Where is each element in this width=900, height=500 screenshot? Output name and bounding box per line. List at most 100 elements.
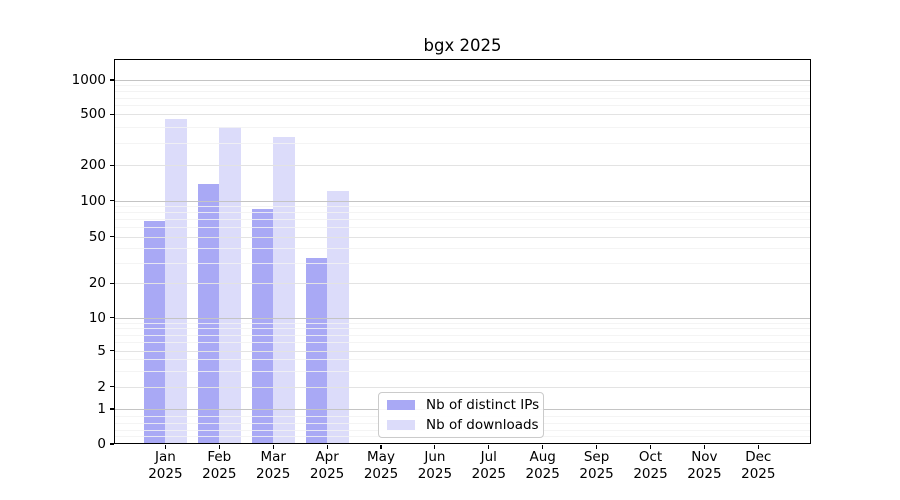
minor-gridline: [114, 85, 811, 87]
year-label: 2025: [525, 466, 560, 482]
y-tick-label-1000: 1000: [71, 72, 106, 88]
month-label: Aug: [529, 449, 556, 465]
y-tick-label-500: 500: [80, 106, 106, 123]
x-tick-label-mar: Mar 2025: [241, 449, 305, 483]
bar-distinct-ips-mar: [251, 208, 274, 444]
legend-swatch-downloads: [387, 419, 415, 431]
minor-gridline: [114, 219, 811, 221]
year-label: 2025: [579, 466, 614, 482]
chart-title: bgx 2025: [423, 36, 502, 55]
x-tick-dec: [757, 445, 759, 449]
legend-label-distinct-ips: Nb of distinct IPs: [426, 397, 540, 413]
x-tick-label-aug: Aug 2025: [511, 449, 575, 483]
x-tick-label-oct: Oct 2025: [619, 449, 683, 483]
x-tick-jun: [434, 445, 436, 449]
bar-downloads-apr: [327, 191, 349, 444]
month-label: Apr: [315, 449, 339, 465]
minor-gridline: [114, 342, 811, 344]
gridline-2: [114, 386, 811, 388]
gridline-1000: [114, 80, 811, 81]
minor-gridline: [114, 206, 811, 207]
y-tick-label-5: 5: [97, 342, 106, 359]
minor-gridline: [114, 105, 811, 107]
y-tick-label-2: 2: [97, 378, 106, 395]
y-tick-label-20: 20: [88, 275, 106, 292]
x-tick-aug: [542, 445, 544, 449]
x-tick-label-jun: Jun 2025: [403, 449, 467, 483]
month-label: Jul: [480, 449, 497, 465]
year-label: 2025: [148, 466, 183, 482]
minor-gridline: [114, 328, 811, 330]
year-label: 2025: [202, 466, 237, 482]
y-tick-100: [110, 199, 114, 202]
y-tick-0: [110, 443, 114, 445]
year-label: 2025: [417, 466, 453, 482]
minor-gridline: [114, 126, 811, 128]
x-tick-label-jan: Jan 2025: [133, 449, 197, 483]
x-tick-label-feb: Feb 2025: [187, 449, 251, 483]
legend-item-downloads: Nb of downloads: [387, 417, 539, 433]
minor-gridline: [114, 227, 811, 229]
minor-gridline: [114, 359, 811, 361]
bar-distinct-ips-jan: [143, 221, 166, 444]
y-tick-label-100: 100: [80, 192, 106, 209]
month-label: Sep: [583, 449, 610, 465]
bar-distinct-ips-feb: [197, 184, 220, 444]
minor-gridline: [114, 370, 811, 372]
gridline-10: [114, 317, 811, 319]
x-tick-nov: [703, 445, 705, 449]
month-label: Mar: [260, 449, 286, 465]
minor-gridline: [114, 248, 811, 250]
month-label: Nov: [691, 449, 718, 465]
y-tick-10: [110, 317, 114, 319]
y-tick-label-200: 200: [80, 157, 106, 174]
y-tick-500: [110, 113, 114, 115]
year-label: 2025: [363, 466, 399, 482]
legend-swatch-distinct-ips: [387, 399, 415, 411]
minor-gridline: [114, 212, 811, 214]
y-tick-label-50: 50: [88, 228, 106, 245]
minor-gridline: [114, 91, 811, 93]
month-label: May: [367, 449, 395, 465]
y-tick-label-10: 10: [88, 309, 106, 326]
bar-downloads-mar: [273, 137, 295, 444]
legend: Nb of distinct IPs Nb of downloads: [378, 392, 544, 438]
x-tick-label-nov: Nov 2025: [672, 449, 736, 483]
y-tick-5: [110, 350, 114, 352]
minor-gridline: [114, 142, 811, 144]
y-tick-label-1: 1: [97, 401, 106, 417]
y-tick-1: [110, 408, 114, 410]
bar-downloads-jan: [165, 118, 187, 444]
y-tick-20: [110, 282, 114, 284]
x-tick-label-dec: Dec 2025: [726, 449, 790, 483]
x-tick-label-sep: Sep 2025: [565, 449, 629, 483]
year-label: 2025: [633, 466, 668, 482]
x-tick-label-jul: Jul 2025: [457, 449, 521, 483]
x-tick-sep: [596, 445, 598, 449]
gridline-500: [114, 114, 811, 116]
gridline-100: [114, 200, 811, 202]
month-label: Oct: [638, 449, 663, 465]
y-tick-50: [110, 236, 114, 238]
x-tick-label-apr: Apr 2025: [295, 449, 359, 483]
x-tick-jan: [164, 445, 166, 449]
month-label: Dec: [745, 449, 772, 465]
minor-gridline: [114, 97, 811, 99]
x-tick-mar: [272, 445, 274, 449]
legend-label-downloads: Nb of downloads: [426, 417, 539, 433]
month-label: Feb: [207, 449, 232, 465]
y-tick-2: [110, 386, 114, 388]
legend-item-distinct-ips: Nb of distinct IPs: [387, 397, 539, 413]
x-tick-feb: [218, 445, 220, 449]
year-label: 2025: [741, 466, 776, 482]
year-label: 2025: [309, 466, 345, 482]
y-tick-200: [110, 164, 114, 166]
gridline-50: [114, 236, 811, 238]
x-tick-jul: [488, 445, 490, 449]
y-tick-label-0: 0: [97, 436, 106, 452]
minor-gridline: [114, 262, 811, 264]
